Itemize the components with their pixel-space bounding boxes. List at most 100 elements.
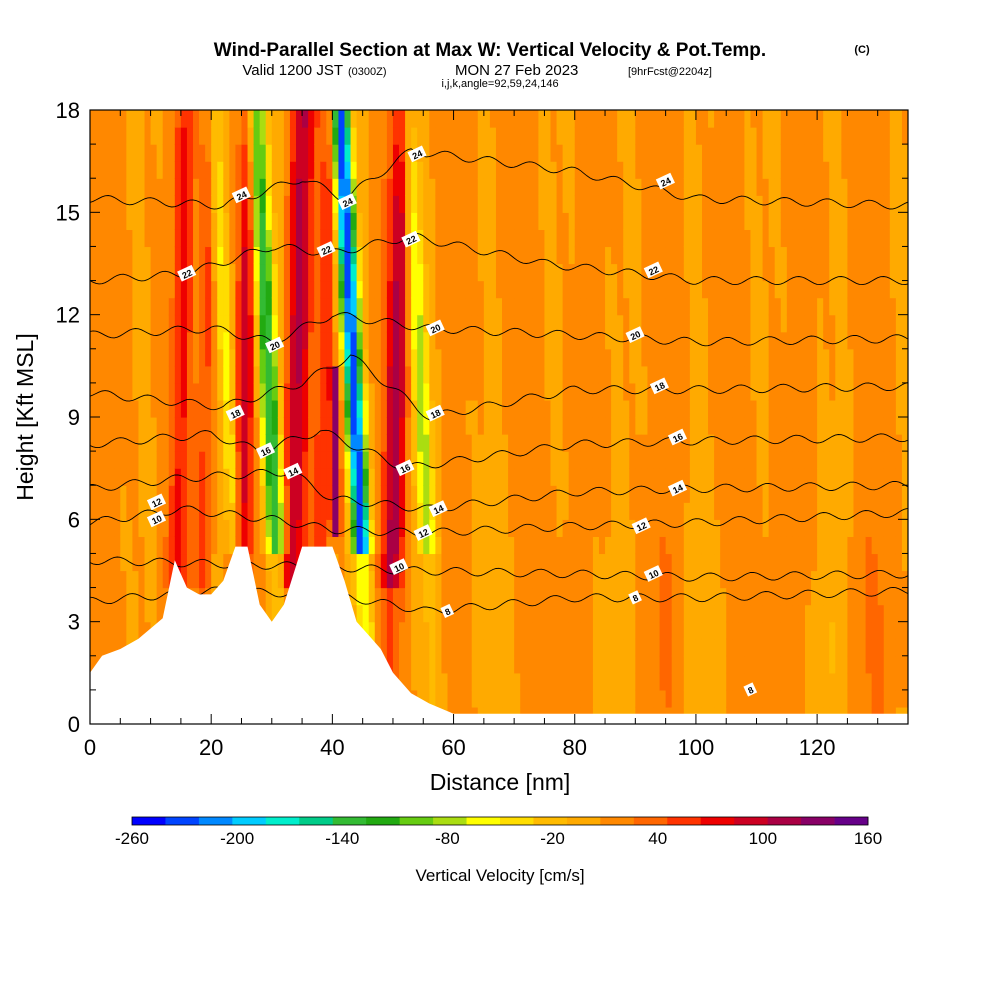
- velocity-cell: [120, 348, 127, 367]
- velocity-cell: [538, 519, 546, 537]
- velocity-cell: [429, 468, 436, 486]
- velocity-cell: [738, 212, 745, 230]
- velocity-cell: [102, 195, 109, 213]
- velocity-cell: [883, 314, 891, 333]
- velocity-cell: [368, 348, 376, 367]
- velocity-cell: [811, 212, 818, 230]
- velocity-cell: [411, 621, 418, 640]
- velocity-cell: [253, 451, 261, 469]
- velocity-cell: [841, 229, 849, 248]
- velocity-cell: [768, 570, 776, 589]
- velocity-cell: [629, 263, 636, 282]
- velocity-cell: [362, 417, 370, 435]
- theta-contour-22: [90, 232, 908, 286]
- velocity-cell: [483, 195, 491, 213]
- velocity-cell: [665, 161, 673, 179]
- velocity-cell: [465, 212, 473, 230]
- velocity-cell: [695, 621, 703, 640]
- velocity-cell: [235, 536, 243, 555]
- velocity-cell: [344, 314, 352, 333]
- velocity-cell: [641, 212, 649, 230]
- velocity-cell: [538, 365, 546, 384]
- velocity-cell: [489, 604, 497, 623]
- velocity-cell: [647, 672, 655, 691]
- velocity-cell: [296, 451, 303, 469]
- velocity-cell: [247, 468, 255, 486]
- velocity-cell: [174, 468, 182, 486]
- velocity-cell: [538, 195, 546, 213]
- velocity-cell: [726, 655, 733, 674]
- velocity-cell: [641, 144, 649, 162]
- theta-contour-24: [90, 148, 908, 210]
- velocity-cell: [356, 604, 364, 623]
- velocity-cell: [526, 127, 533, 145]
- velocity-cell: [641, 604, 649, 623]
- velocity-cell: [332, 417, 340, 435]
- velocity-cell: [841, 195, 849, 213]
- contour-label-bg: [283, 462, 303, 480]
- velocity-cell: [399, 365, 406, 384]
- velocity-cell: [459, 417, 467, 435]
- velocity-cell: [193, 417, 200, 435]
- velocity-cell: [156, 451, 164, 469]
- velocity-cell: [453, 536, 461, 555]
- velocity-cell: [247, 178, 255, 196]
- velocity-cell: [580, 536, 588, 555]
- velocity-cell: [889, 331, 897, 350]
- velocity-cell: [526, 655, 533, 674]
- velocity-cell: [90, 365, 97, 384]
- contour-label-bg: [225, 404, 245, 422]
- velocity-cell: [423, 638, 430, 657]
- velocity-cell: [635, 451, 642, 469]
- velocity-cell: [811, 485, 818, 503]
- velocity-cell: [126, 331, 134, 350]
- velocity-cell: [459, 502, 467, 520]
- velocity-cell: [635, 655, 642, 674]
- velocity-cell: [635, 331, 642, 350]
- velocity-cell: [550, 468, 558, 486]
- velocity-cell: [611, 502, 618, 520]
- velocity-cell: [811, 417, 818, 435]
- velocity-cell: [695, 502, 703, 520]
- velocity-cell: [768, 689, 776, 708]
- velocity-cell: [289, 519, 297, 537]
- velocity-cell: [356, 331, 364, 350]
- velocity-cell: [544, 246, 552, 265]
- velocity-cell: [756, 655, 764, 674]
- velocity-cell: [289, 536, 297, 555]
- velocity-cell: [550, 331, 558, 350]
- velocity-cell: [586, 246, 594, 265]
- velocity-cell: [368, 144, 376, 162]
- velocity-cell: [350, 365, 358, 384]
- velocity-cell: [895, 399, 903, 418]
- velocity-cell: [150, 417, 158, 435]
- velocity-cell: [732, 161, 739, 179]
- velocity-cell: [701, 468, 709, 486]
- velocity-cell: [750, 502, 758, 520]
- velocity-cell: [550, 519, 558, 537]
- contour-label-text: 18: [429, 407, 442, 420]
- velocity-cell: [168, 229, 176, 248]
- velocity-cell: [356, 570, 364, 589]
- velocity-cell: [811, 587, 818, 606]
- velocity-cell: [732, 178, 739, 196]
- velocity-cell: [732, 519, 739, 537]
- velocity-cell: [901, 485, 908, 503]
- velocity-cell: [126, 587, 134, 606]
- velocity-cell: [211, 519, 218, 537]
- velocity-cell: [635, 110, 642, 128]
- velocity-cell: [865, 399, 873, 418]
- contour-label-text: 16: [399, 462, 412, 475]
- velocity-cell: [720, 212, 727, 230]
- velocity-cell: [199, 468, 206, 486]
- velocity-cell: [786, 672, 794, 691]
- velocity-cell: [126, 127, 134, 145]
- velocity-cell: [186, 297, 194, 316]
- velocity-cell: [647, 212, 655, 230]
- velocity-cell: [823, 689, 830, 708]
- velocity-cell: [683, 417, 691, 435]
- velocity-cell: [744, 314, 752, 333]
- velocity-cell: [617, 331, 624, 350]
- velocity-cell: [417, 621, 424, 640]
- velocity-cell: [641, 672, 649, 691]
